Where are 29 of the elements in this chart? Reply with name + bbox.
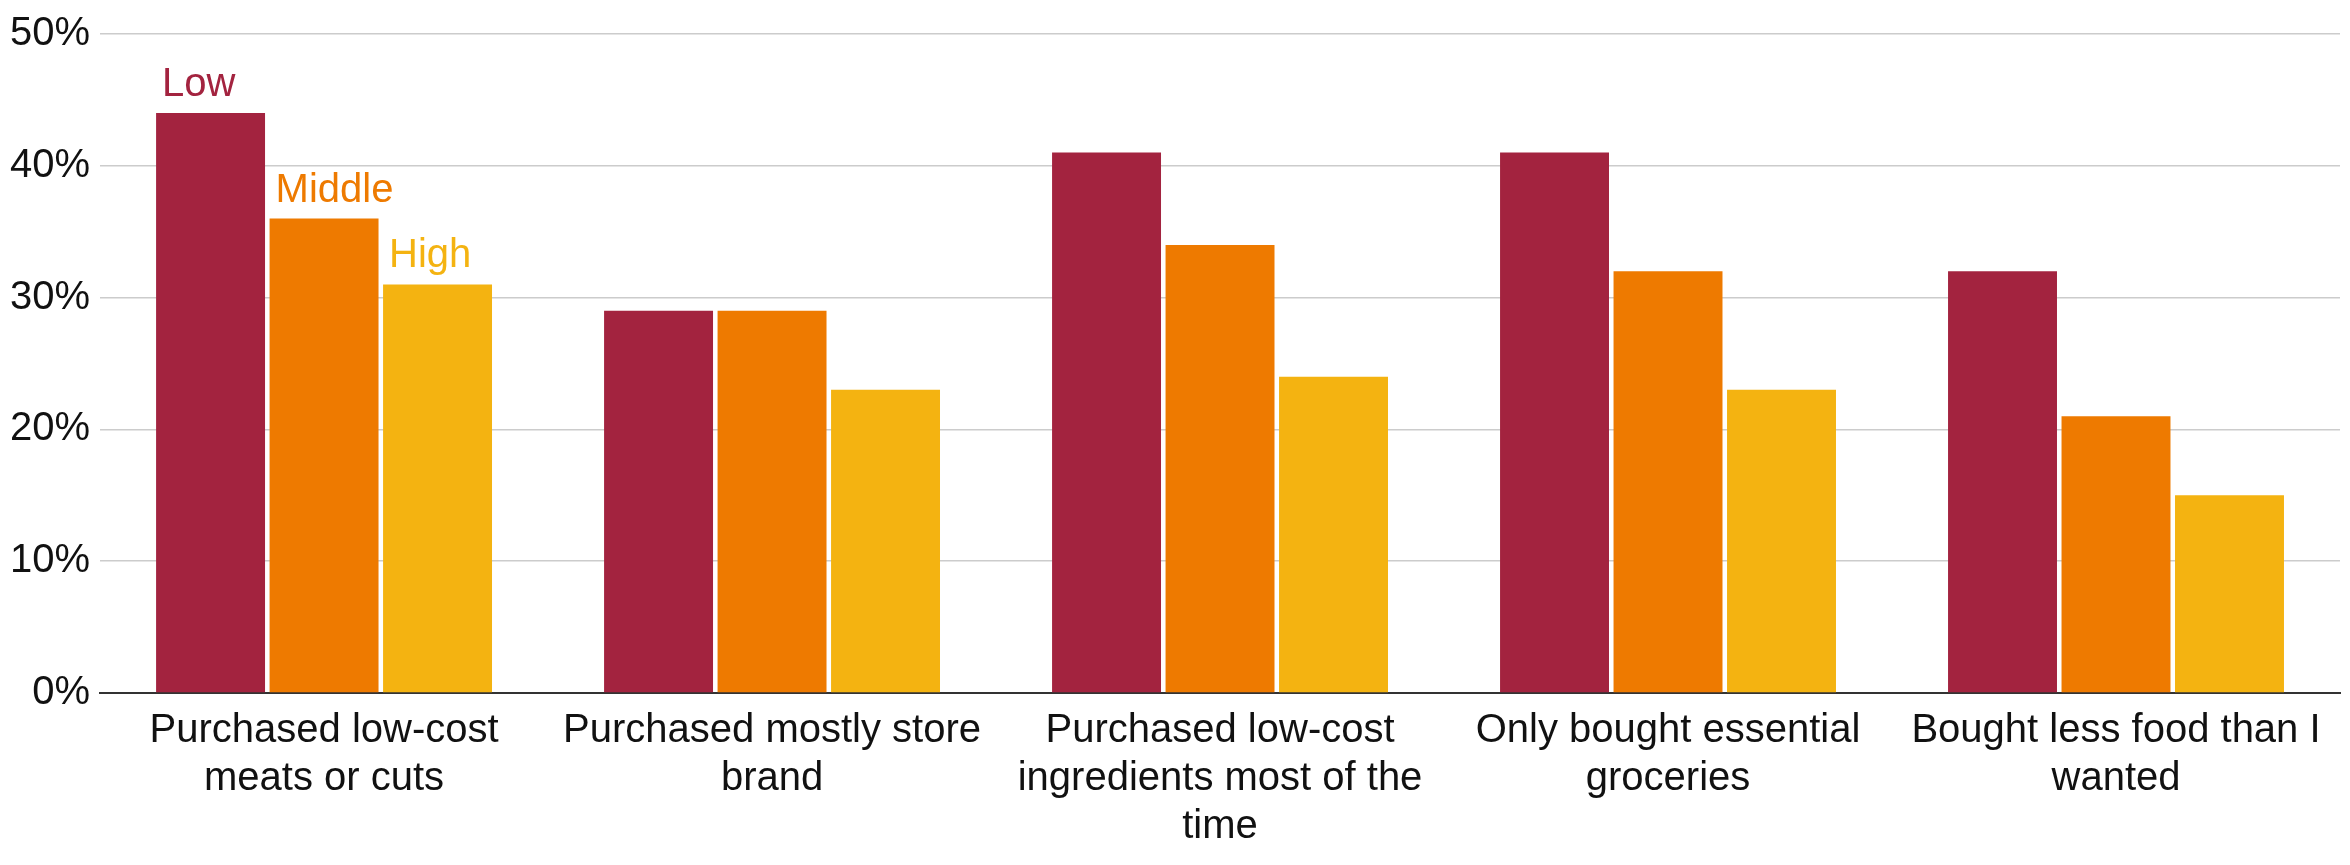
- x-tick-label: Bought less food than I wanted: [1911, 706, 2321, 799]
- bar: [1500, 152, 1609, 693]
- bar: [383, 284, 493, 693]
- x-tick-label: Purchased mostly store brand: [563, 706, 982, 799]
- bar: [1613, 271, 1723, 693]
- bar: [1727, 389, 1836, 693]
- bar: [1279, 376, 1388, 693]
- series-label: High: [389, 231, 472, 276]
- y-tick-label: 10%: [10, 536, 91, 581]
- x-tick-label: Purchased low-cost ingredients most of the time: [1017, 706, 1423, 847]
- y-tick-label: 30%: [10, 272, 91, 317]
- bar: [1165, 244, 1275, 693]
- y-tick-label: 20%: [10, 404, 91, 449]
- bar: [156, 113, 266, 693]
- y-tick-label: 0%: [32, 668, 91, 713]
- bar: [1948, 271, 2057, 693]
- series-label: Low: [162, 60, 236, 105]
- y-tick-label: 50%: [10, 9, 91, 54]
- bar: [1052, 152, 1162, 693]
- bar: [2061, 416, 2171, 693]
- bar: [2175, 495, 2284, 693]
- x-tick-label: Purchased low-cost meats or cuts: [149, 706, 499, 799]
- bar: [831, 389, 941, 693]
- x-tick-label: Only bought essential groceries: [1475, 706, 1861, 799]
- bar: [717, 310, 827, 693]
- bar: [269, 218, 379, 693]
- bar: [604, 310, 714, 693]
- y-tick-label: 40%: [10, 140, 91, 185]
- series-label: Middle: [275, 165, 394, 210]
